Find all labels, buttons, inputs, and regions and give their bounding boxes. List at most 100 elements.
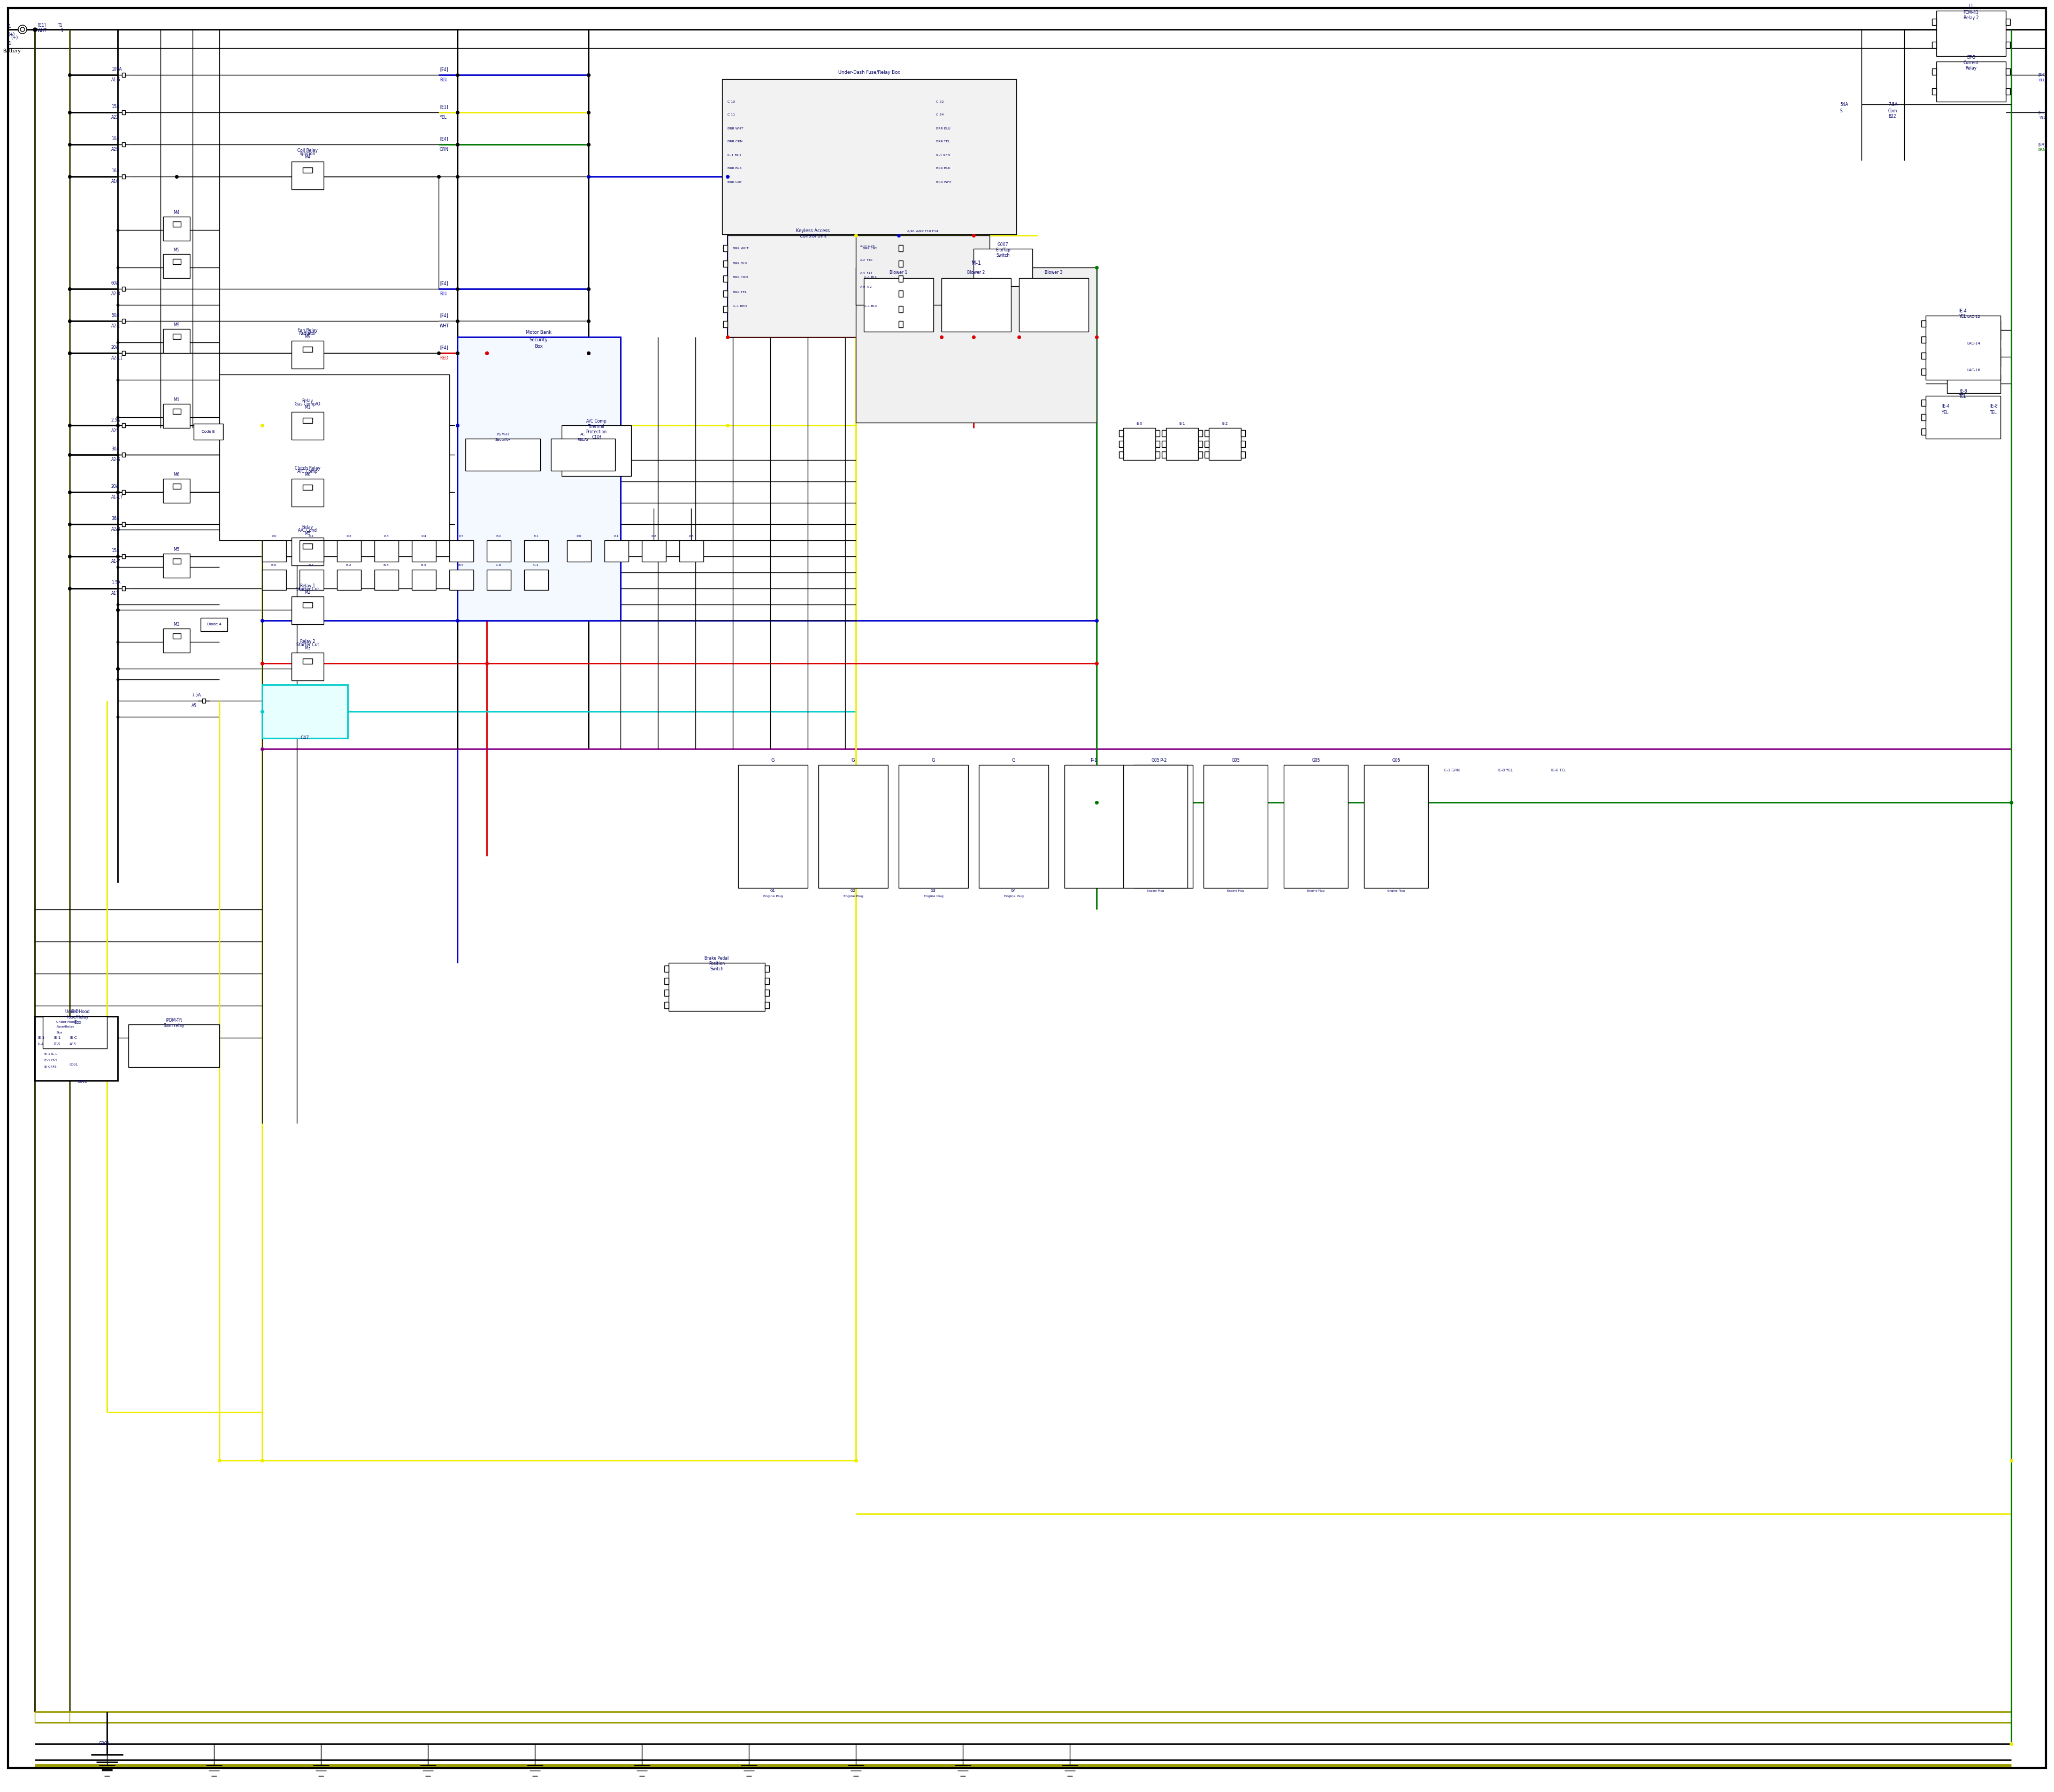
Text: A29: A29 xyxy=(111,147,119,152)
Text: (+): (+) xyxy=(8,32,14,38)
Text: IL-1 RED: IL-1 RED xyxy=(937,154,951,156)
Text: [E4]: [E4] xyxy=(2038,73,2046,77)
Text: G2: G2 xyxy=(850,889,857,892)
Bar xyxy=(727,235,900,337)
Text: G007: G007 xyxy=(998,242,1009,247)
Text: M4: M4 xyxy=(304,154,310,159)
Text: Security: Security xyxy=(530,337,548,342)
Text: P-0: P-0 xyxy=(271,534,277,538)
Bar xyxy=(1933,68,1937,75)
Bar xyxy=(302,658,312,663)
Text: YEL: YEL xyxy=(1960,314,1968,319)
Text: A1-17: A1-17 xyxy=(111,495,123,500)
Bar xyxy=(2007,88,2011,95)
Bar xyxy=(374,570,398,590)
Text: M6: M6 xyxy=(304,471,310,477)
Text: IE-1 IL-L: IE-1 IL-L xyxy=(43,1052,58,1055)
Bar xyxy=(121,174,125,179)
Text: G: G xyxy=(1013,758,1015,763)
Text: Box: Box xyxy=(74,1020,82,1025)
Text: BRR CRY: BRR CRY xyxy=(727,181,741,183)
Circle shape xyxy=(21,27,25,32)
Text: 60A: 60A xyxy=(111,281,119,287)
Text: GRN: GRN xyxy=(2038,149,2046,151)
Text: A/C Comp: A/C Comp xyxy=(298,470,318,473)
Text: Engine Plug: Engine Plug xyxy=(924,894,943,898)
Bar xyxy=(2007,41,2011,48)
Text: Security: Security xyxy=(495,437,511,441)
Bar xyxy=(173,633,181,638)
Bar xyxy=(1134,765,1193,889)
Bar xyxy=(857,235,990,305)
Text: 7.5A: 7.5A xyxy=(191,694,201,697)
Text: YEL: YEL xyxy=(2040,116,2046,120)
Text: LAC-14: LAC-14 xyxy=(1968,342,1980,346)
Bar xyxy=(121,287,125,290)
Text: M9: M9 xyxy=(173,323,179,328)
Bar xyxy=(292,478,325,507)
Bar xyxy=(127,1025,220,1068)
Bar xyxy=(900,321,904,328)
Bar xyxy=(764,978,768,984)
Text: WHT: WHT xyxy=(440,324,450,328)
Text: 54A: 54A xyxy=(1840,102,1849,108)
Bar xyxy=(263,570,286,590)
Bar xyxy=(723,260,727,267)
Text: 36A: 36A xyxy=(111,516,119,521)
Text: Switch: Switch xyxy=(711,968,723,971)
Text: G05: G05 xyxy=(1232,758,1241,763)
Text: [E4]: [E4] xyxy=(440,314,448,317)
Bar xyxy=(524,570,548,590)
Text: G001: G001 xyxy=(99,1742,109,1745)
Text: (+): (+) xyxy=(10,36,18,39)
Text: BRR CRY: BRR CRY xyxy=(863,247,877,251)
Text: YEL: YEL xyxy=(1941,410,1949,416)
Text: M2: M2 xyxy=(304,590,310,595)
Text: Motor Bank: Motor Bank xyxy=(526,330,553,335)
Bar xyxy=(220,375,450,539)
Text: 1.5A: 1.5A xyxy=(111,581,121,586)
Bar xyxy=(1204,430,1210,437)
Bar xyxy=(292,597,325,624)
Bar xyxy=(1119,441,1124,448)
Text: Relay: Relay xyxy=(302,400,312,403)
Bar xyxy=(173,409,181,414)
Bar xyxy=(1204,452,1210,459)
Bar xyxy=(663,1002,670,1009)
Text: BRR BLK: BRR BLK xyxy=(937,167,951,170)
Text: M-1: M-1 xyxy=(972,260,982,265)
Text: IPDM-TR: IPDM-TR xyxy=(166,1018,183,1023)
Bar xyxy=(663,989,670,996)
Text: A2-3: A2-3 xyxy=(111,292,121,297)
Bar xyxy=(1364,765,1428,889)
Text: Keyless Access: Keyless Access xyxy=(797,229,830,233)
Bar xyxy=(1210,428,1241,461)
Text: Relay 1: Relay 1 xyxy=(300,584,314,588)
Bar xyxy=(162,330,189,353)
Text: [E4]: [E4] xyxy=(440,346,448,349)
Text: S: S xyxy=(1840,108,1842,113)
Text: M1: M1 xyxy=(173,398,179,401)
Text: RELAY: RELAY xyxy=(577,437,589,441)
Text: P-3: P-3 xyxy=(688,534,694,538)
Bar xyxy=(980,765,1048,889)
Text: TEL: TEL xyxy=(1960,394,1968,400)
Text: P-3: P-3 xyxy=(384,534,388,538)
Text: A2-8: A2-8 xyxy=(111,527,121,532)
Bar xyxy=(1241,452,1245,459)
Bar xyxy=(162,629,189,652)
Bar xyxy=(302,543,312,548)
Bar xyxy=(162,254,189,278)
Bar xyxy=(1119,452,1124,459)
Text: LAC-12: LAC-12 xyxy=(1968,315,1980,319)
Text: Clutch Relay: Clutch Relay xyxy=(294,466,320,471)
Text: GRN: GRN xyxy=(440,147,448,152)
Bar xyxy=(302,484,312,489)
Text: Relay: Relay xyxy=(302,525,312,529)
Text: IL-1 BLU: IL-1 BLU xyxy=(727,154,741,156)
Bar xyxy=(524,539,548,561)
Text: B-5: B-5 xyxy=(458,564,464,566)
Text: BRR TEL: BRR TEL xyxy=(937,140,949,143)
Bar xyxy=(817,765,887,889)
Text: M5: M5 xyxy=(304,530,310,536)
